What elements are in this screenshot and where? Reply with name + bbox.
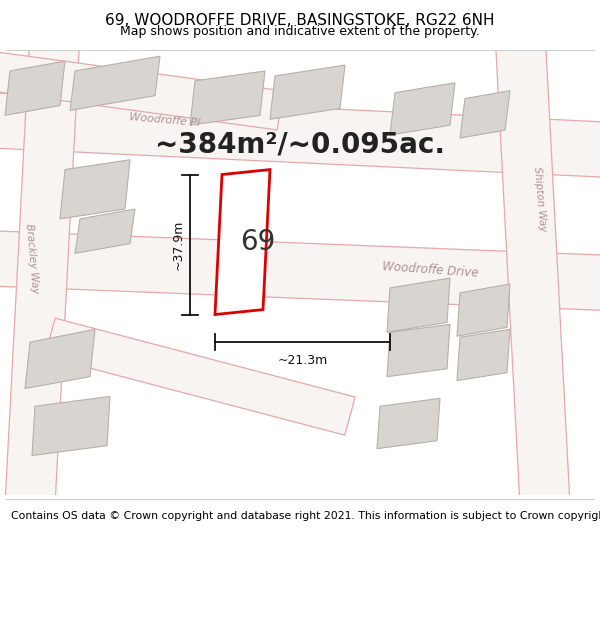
Text: Contains OS data © Crown copyright and database right 2021. This information is : Contains OS data © Crown copyright and d… [11,511,600,521]
Polygon shape [387,324,450,377]
Polygon shape [32,396,110,456]
Text: Woodroffe Pl: Woodroffe Pl [129,112,201,128]
Polygon shape [457,284,510,336]
Text: Brackley Way: Brackley Way [24,223,40,294]
Text: Woodroffe Drive: Woodroffe Drive [382,261,479,280]
Polygon shape [387,278,450,332]
Polygon shape [495,30,570,506]
Polygon shape [70,56,160,111]
Polygon shape [60,160,130,219]
Polygon shape [0,92,600,178]
Polygon shape [25,329,95,389]
Polygon shape [0,231,600,311]
Polygon shape [215,169,270,314]
Polygon shape [5,61,65,116]
Polygon shape [0,51,283,130]
Polygon shape [457,329,510,381]
Text: Map shows position and indicative extent of the property.: Map shows position and indicative extent… [120,26,480,39]
Text: Shipton Way: Shipton Way [532,166,548,232]
Text: 69: 69 [240,228,275,256]
Polygon shape [75,209,135,253]
Polygon shape [390,82,455,135]
Text: ~21.3m: ~21.3m [277,354,328,367]
Polygon shape [45,318,355,435]
Text: ~384m²/~0.095ac.: ~384m²/~0.095ac. [155,131,445,159]
Text: 69, WOODROFFE DRIVE, BASINGSTOKE, RG22 6NH: 69, WOODROFFE DRIVE, BASINGSTOKE, RG22 6… [105,12,495,28]
Polygon shape [5,30,80,506]
Text: ~37.9m: ~37.9m [172,219,185,270]
Polygon shape [190,71,265,125]
Polygon shape [270,65,345,119]
Polygon shape [460,91,510,138]
Polygon shape [377,398,440,449]
